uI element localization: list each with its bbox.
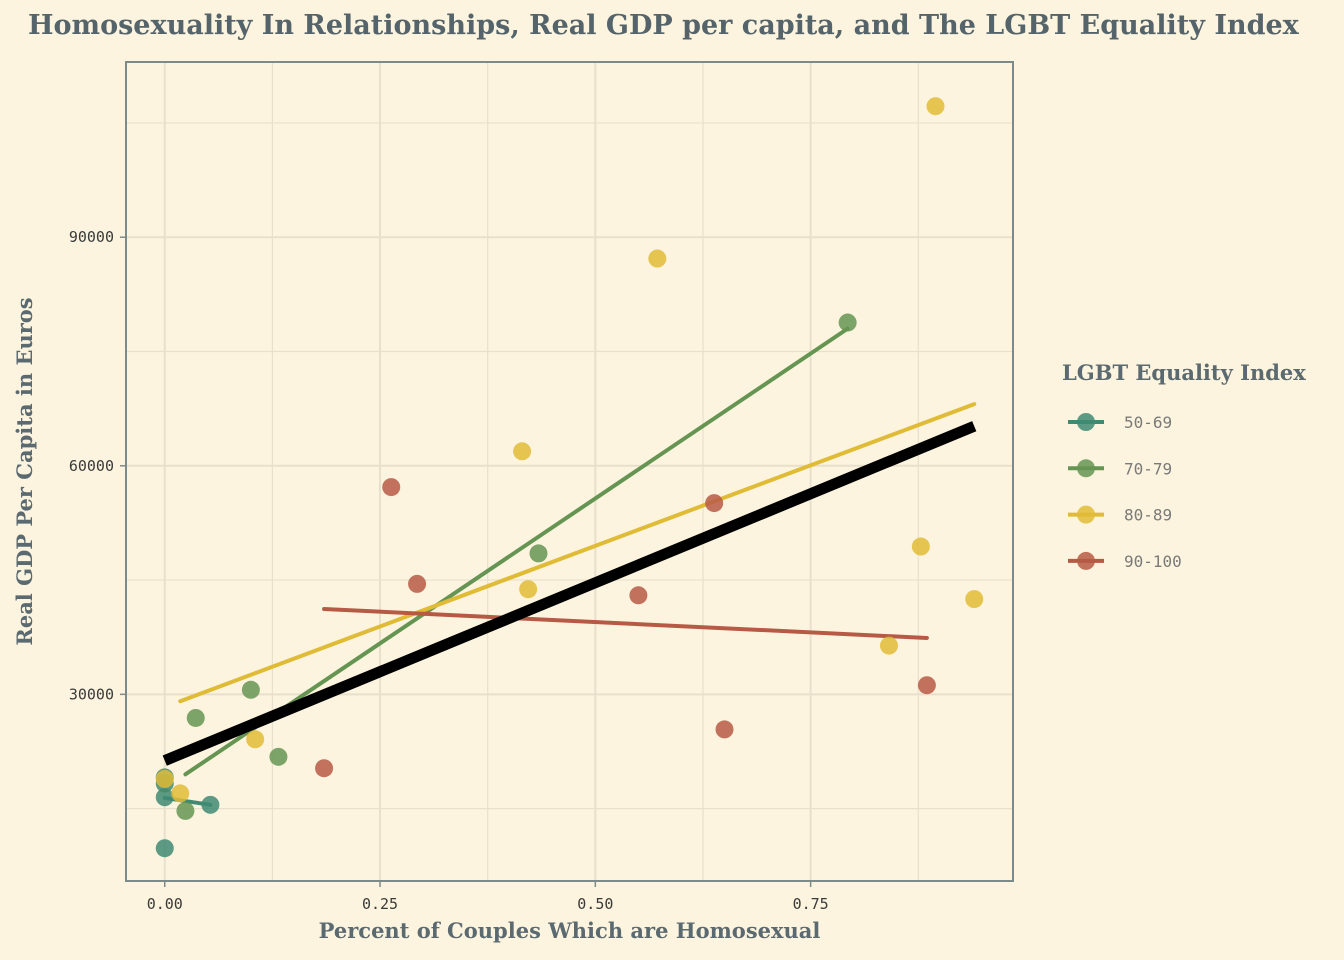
data-point-80-89 <box>513 442 532 461</box>
data-point-90-100 <box>917 676 936 695</box>
y-tick-label: 90000 <box>69 228 114 246</box>
legend-label: 80-89 <box>1124 506 1172 525</box>
legend-key-point <box>1077 551 1095 570</box>
data-point-80-89 <box>648 249 667 268</box>
grid <box>126 62 1013 881</box>
data-point-50-69 <box>201 795 220 814</box>
data-point-90-100 <box>705 494 724 513</box>
x-tick-label: 0.00 <box>147 895 183 913</box>
y-axis-title: Real GDP Per Capita in Euros <box>12 297 37 645</box>
data-points <box>155 97 984 858</box>
data-point-90-100 <box>715 720 734 739</box>
chart-title: Homosexuality In Relationships, Real GDP… <box>28 10 1299 41</box>
data-point-80-89 <box>246 730 265 749</box>
overall-trend <box>162 421 977 766</box>
data-point-80-89 <box>911 537 930 556</box>
y-tick-label: 30000 <box>69 685 114 703</box>
data-point-80-89 <box>879 636 898 655</box>
data-point-50-69 <box>155 788 174 807</box>
y-tick-label: 60000 <box>69 457 114 475</box>
data-point-80-89 <box>155 769 174 788</box>
legend-title: LGBT Equality Index <box>1062 360 1306 385</box>
data-point-70-79 <box>186 708 205 727</box>
trend-line-90-100 <box>322 607 929 640</box>
trend-lines <box>162 326 977 807</box>
data-point-80-89 <box>171 784 190 803</box>
x-tick-label: 0.75 <box>793 895 829 913</box>
data-point-70-79 <box>269 747 288 766</box>
data-point-90-100 <box>408 574 427 593</box>
data-point-70-79 <box>241 680 260 699</box>
legend: LGBT Equality Index 50-69 70-79 80-89 90-100 <box>1062 360 1306 571</box>
legend-label: 50-69 <box>1124 413 1172 432</box>
overall-trend-line <box>162 421 977 766</box>
data-point-70-79 <box>529 544 548 563</box>
legend-label: 70-79 <box>1124 459 1172 478</box>
trend-line-70-79 <box>183 326 850 777</box>
x-axis-title: Percent of Couples Which are Homosexual <box>319 918 821 943</box>
data-point-50-69 <box>155 839 174 858</box>
x-tick-label: 0.50 <box>577 895 613 913</box>
legend-label: 90-100 <box>1124 552 1182 571</box>
legend-key-point <box>1077 505 1095 524</box>
trend-line-80-89 <box>178 402 977 704</box>
plot-border <box>125 61 1014 882</box>
data-point-70-79 <box>176 801 195 820</box>
legend-key-point <box>1077 459 1095 478</box>
data-point-90-100 <box>629 586 648 605</box>
data-point-70-79 <box>838 313 857 332</box>
data-point-80-89 <box>519 580 538 599</box>
legend-key-point <box>1077 413 1095 431</box>
x-tick-label: 0.25 <box>362 895 398 913</box>
axes: 0.00 0.25 0.50 0.75 30000 60000 90000 Percent o… <box>12 61 1014 943</box>
data-point-90-100 <box>382 478 401 497</box>
data-point-90-100 <box>315 759 334 778</box>
data-point-80-89 <box>926 97 945 116</box>
data-point-80-89 <box>965 590 984 609</box>
